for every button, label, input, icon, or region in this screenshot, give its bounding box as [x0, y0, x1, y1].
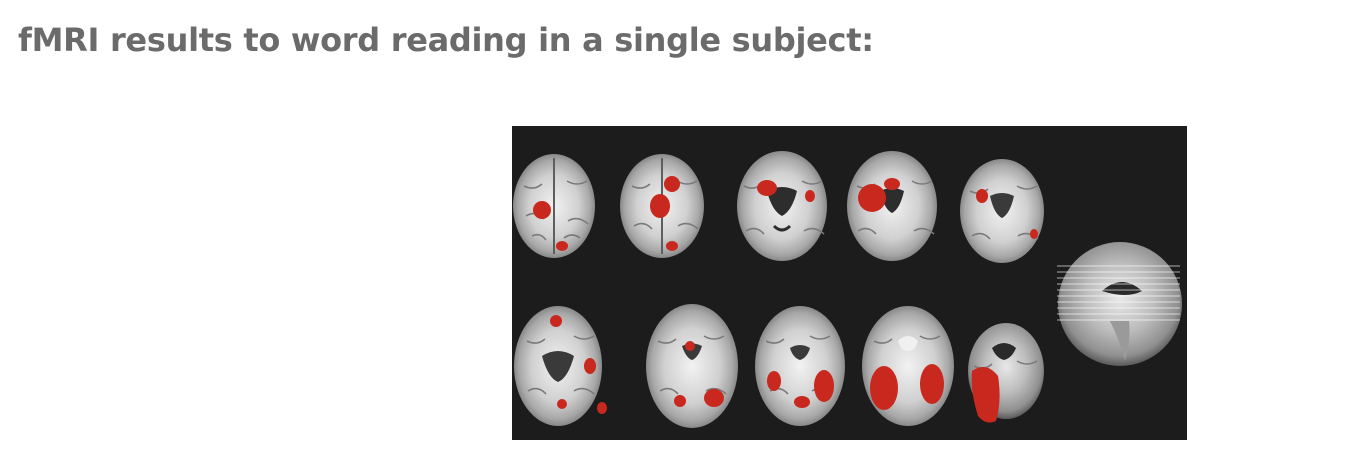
- fmri-brain-image: [513, 151, 1182, 428]
- fmri-figure: [512, 126, 1187, 440]
- axial-slice-8: [755, 306, 845, 426]
- axial-slice-2: [620, 154, 704, 258]
- axial-slice-5: [960, 159, 1044, 263]
- sagittal-reference-slice: [1057, 242, 1182, 366]
- page-title: fMRI results to word reading in a single…: [18, 21, 874, 59]
- axial-slice-4: [847, 151, 937, 261]
- axial-slice-9: [862, 306, 954, 426]
- axial-slice-10: [968, 323, 1044, 423]
- axial-slice-6: [514, 306, 607, 426]
- axial-slice-7: [646, 304, 738, 428]
- axial-slice-3: [737, 151, 827, 261]
- axial-slice-1: [513, 154, 595, 258]
